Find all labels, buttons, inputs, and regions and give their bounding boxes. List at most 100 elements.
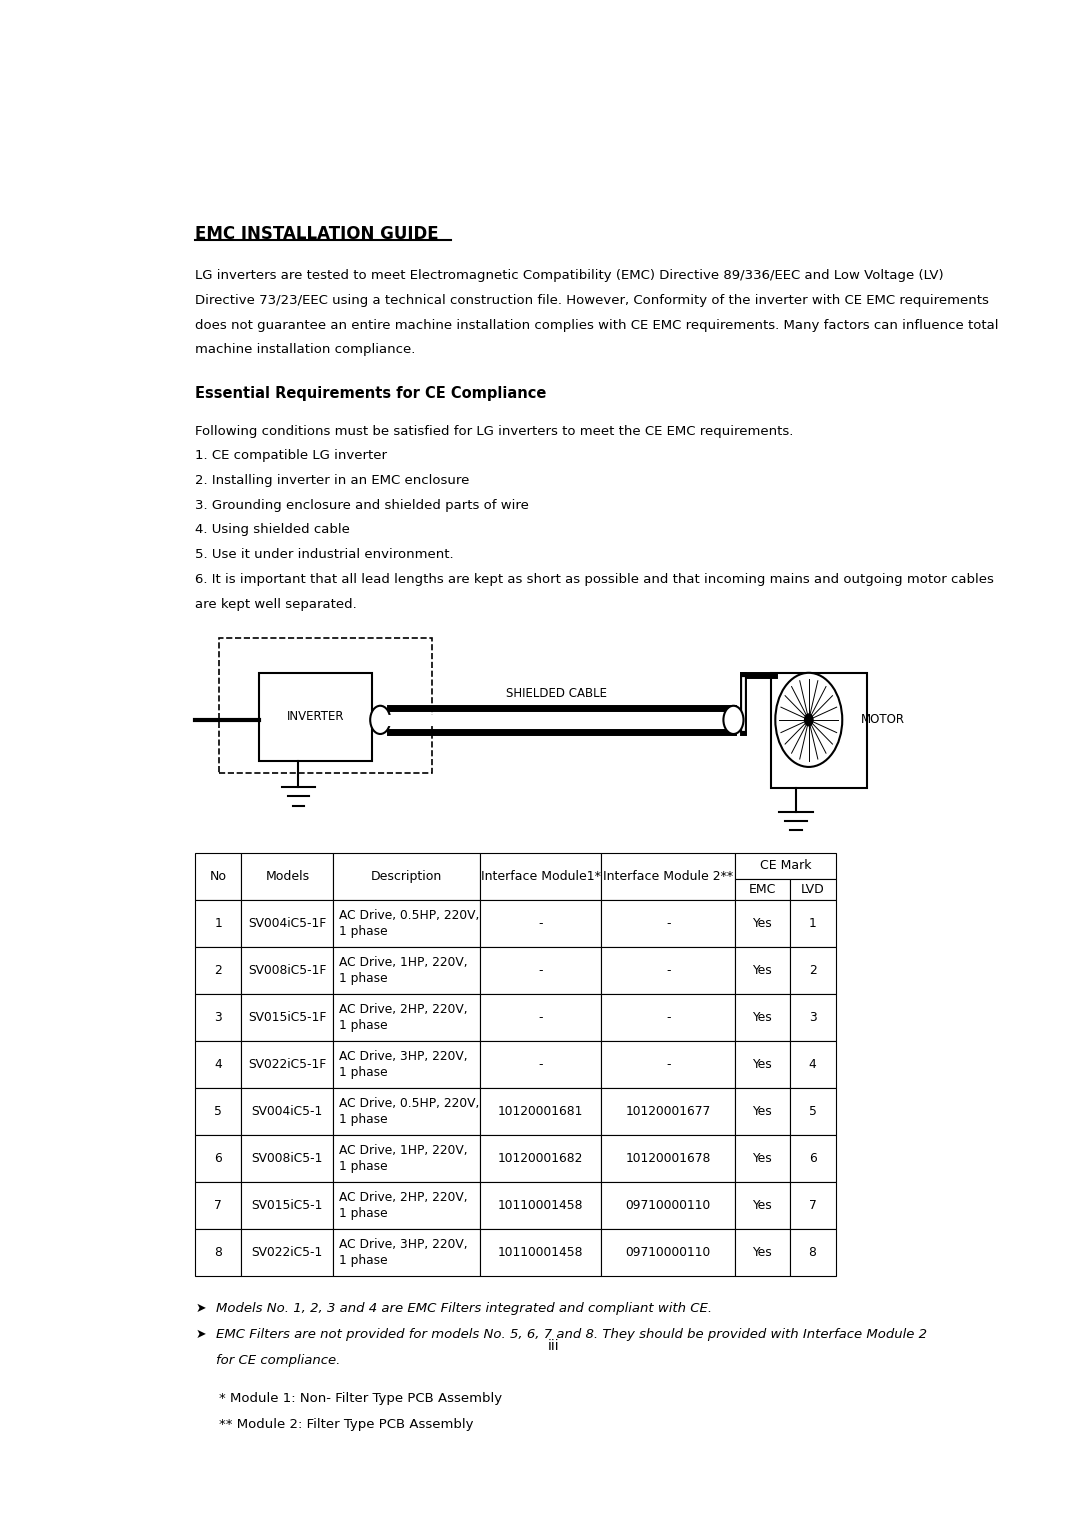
Bar [334, 1088, 480, 1135]
Text: INVERTER: INVERTER [286, 711, 345, 723]
Bar [789, 1135, 836, 1183]
Bar [602, 995, 735, 1041]
Bar [195, 1183, 241, 1230]
Text: 10120001682: 10120001682 [498, 1152, 583, 1166]
Text: AC Drive, 0.5HP, 220V,
1 phase: AC Drive, 0.5HP, 220V, 1 phase [339, 1097, 480, 1126]
Text: 10120001677: 10120001677 [625, 1105, 711, 1118]
Bar [735, 1183, 789, 1230]
Text: SV008iC5-1F: SV008iC5-1F [248, 964, 326, 976]
Bar [195, 1135, 241, 1183]
Text: Yes: Yes [753, 1247, 772, 1259]
Text: AC Drive, 3HP, 220V,
1 phase: AC Drive, 3HP, 220V, 1 phase [339, 1238, 468, 1267]
Text: 6. It is important that all lead lengths are kept as short as possible and that : 6. It is important that all lead lengths… [195, 573, 994, 585]
Text: 3. Grounding enclosure and shielded parts of wire: 3. Grounding enclosure and shielded part… [195, 498, 529, 512]
Bar [259, 672, 372, 761]
Bar [334, 1230, 480, 1276]
Bar [480, 995, 602, 1041]
Text: -: - [538, 1012, 543, 1024]
Bar [789, 900, 836, 947]
Text: Yes: Yes [753, 1199, 772, 1212]
Bar [334, 1041, 480, 1088]
Circle shape [370, 706, 390, 733]
Bar [602, 900, 735, 947]
Text: 8: 8 [809, 1247, 816, 1259]
Bar [735, 900, 789, 947]
Bar [602, 1230, 735, 1276]
Text: -: - [538, 964, 543, 976]
Text: MOTOR: MOTOR [861, 714, 905, 726]
Bar [735, 879, 789, 900]
Text: ➤: ➤ [195, 1328, 206, 1342]
Text: for CE compliance.: for CE compliance. [216, 1354, 340, 1368]
Bar [195, 1230, 241, 1276]
Text: AC Drive, 2HP, 220V,
1 phase: AC Drive, 2HP, 220V, 1 phase [339, 1192, 468, 1221]
Text: 4: 4 [215, 1057, 222, 1071]
Bar [789, 879, 836, 900]
Text: Interface Module1*: Interface Module1* [481, 869, 600, 883]
Bar [334, 1183, 480, 1230]
Text: SHIELDED CABLE: SHIELDED CABLE [507, 688, 607, 700]
Text: Following conditions must be satisfied for LG inverters to meet the CE EMC requi: Following conditions must be satisfied f… [195, 425, 794, 437]
Bar [241, 900, 334, 947]
Text: LG inverters are tested to meet Electromagnetic Compatibility (EMC) Directive 89: LG inverters are tested to meet Electrom… [195, 269, 944, 283]
Text: SV004iC5-1: SV004iC5-1 [252, 1105, 323, 1118]
Text: 1: 1 [215, 917, 222, 931]
Bar [241, 1041, 334, 1088]
Text: 3: 3 [215, 1012, 222, 1024]
Text: 10110001458: 10110001458 [498, 1247, 583, 1259]
Bar [602, 1088, 735, 1135]
Text: -: - [666, 964, 671, 976]
Bar [789, 1230, 836, 1276]
Bar [602, 1135, 735, 1183]
Text: 8: 8 [214, 1247, 222, 1259]
Bar [480, 1088, 602, 1135]
Text: SV015iC5-1: SV015iC5-1 [252, 1199, 323, 1212]
Bar [480, 1135, 602, 1183]
Bar [334, 900, 480, 947]
Bar [480, 900, 602, 947]
Text: Description: Description [372, 869, 442, 883]
Text: Yes: Yes [753, 1057, 772, 1071]
Circle shape [724, 706, 743, 733]
Bar [334, 1135, 480, 1183]
Text: SV022iC5-1F: SV022iC5-1F [248, 1057, 326, 1071]
Circle shape [805, 714, 813, 726]
Bar [789, 1183, 836, 1230]
Bar [334, 947, 480, 995]
Text: 10120001681: 10120001681 [498, 1105, 583, 1118]
Text: 10120001678: 10120001678 [625, 1152, 711, 1166]
Text: Yes: Yes [753, 1012, 772, 1024]
Text: 09710000110: 09710000110 [625, 1199, 711, 1212]
Text: 7: 7 [809, 1199, 816, 1212]
Bar [735, 947, 789, 995]
Text: Interface Module 2**: Interface Module 2** [603, 869, 733, 883]
Bar [789, 995, 836, 1041]
Text: 2. Installing inverter in an EMC enclosure: 2. Installing inverter in an EMC enclosu… [195, 474, 470, 487]
Text: * Module 1: Non- Filter Type PCB Assembly: * Module 1: Non- Filter Type PCB Assembl… [218, 1392, 502, 1404]
Bar [480, 853, 602, 900]
Text: LVD: LVD [800, 883, 824, 895]
Bar [480, 1230, 602, 1276]
Bar [789, 947, 836, 995]
Text: 6: 6 [809, 1152, 816, 1166]
Bar [735, 1135, 789, 1183]
Text: Yes: Yes [753, 917, 772, 931]
Bar [218, 637, 432, 773]
Bar [195, 900, 241, 947]
Text: does not guarantee an entire machine installation complies with CE EMC requireme: does not guarantee an entire machine ins… [195, 319, 999, 332]
Bar [241, 995, 334, 1041]
Bar [789, 1088, 836, 1135]
Bar [735, 1230, 789, 1276]
Text: are kept well separated.: are kept well separated. [195, 597, 357, 611]
Text: machine installation compliance.: machine installation compliance. [195, 344, 416, 356]
Bar [241, 947, 334, 995]
Text: AC Drive, 2HP, 220V,
1 phase: AC Drive, 2HP, 220V, 1 phase [339, 1002, 468, 1031]
Bar [602, 947, 735, 995]
Bar [195, 1088, 241, 1135]
Bar [480, 1041, 602, 1088]
Bar [334, 995, 480, 1041]
Text: Models No. 1, 2, 3 and 4 are EMC Filters integrated and compliant with CE.: Models No. 1, 2, 3 and 4 are EMC Filters… [216, 1302, 713, 1316]
Text: iii: iii [548, 1339, 559, 1352]
Text: SV015iC5-1F: SV015iC5-1F [248, 1012, 326, 1024]
Text: No: No [210, 869, 227, 883]
